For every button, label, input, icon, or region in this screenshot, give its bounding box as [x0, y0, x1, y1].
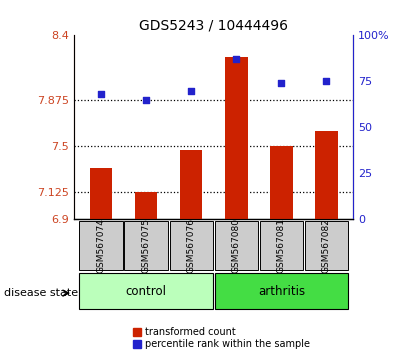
Bar: [260, 221, 303, 270]
Bar: [215, 221, 258, 270]
Text: disease state: disease state: [4, 288, 78, 298]
Bar: [90, 168, 112, 219]
Text: arthritis: arthritis: [258, 285, 305, 298]
Point: [98, 91, 104, 97]
Bar: [215, 273, 348, 309]
Text: GSM567081: GSM567081: [277, 218, 286, 273]
Bar: [315, 131, 338, 219]
Title: GDS5243 / 10444496: GDS5243 / 10444496: [139, 19, 288, 33]
Bar: [79, 221, 122, 270]
Bar: [79, 273, 213, 309]
Text: GSM567074: GSM567074: [97, 218, 106, 273]
Text: GSM567080: GSM567080: [232, 218, 241, 273]
Bar: [135, 193, 157, 219]
Point: [143, 97, 149, 103]
Text: GSM567075: GSM567075: [142, 218, 150, 273]
Bar: [170, 221, 213, 270]
Point: [323, 79, 330, 84]
Text: GSM567082: GSM567082: [322, 218, 331, 273]
Point: [233, 57, 240, 62]
Legend: transformed count, percentile rank within the sample: transformed count, percentile rank withi…: [134, 327, 310, 349]
Bar: [305, 221, 348, 270]
Bar: [180, 149, 203, 219]
Text: control: control: [126, 285, 166, 298]
Bar: [225, 57, 247, 219]
Bar: [125, 221, 168, 270]
Text: GSM567076: GSM567076: [187, 218, 196, 273]
Point: [278, 80, 285, 86]
Point: [188, 88, 194, 93]
Bar: [270, 146, 293, 219]
